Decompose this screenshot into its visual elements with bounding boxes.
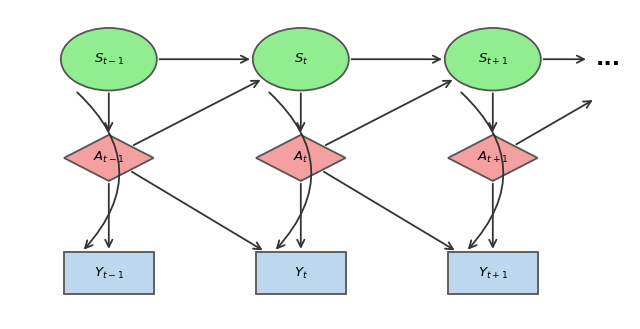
FancyBboxPatch shape (256, 252, 346, 294)
Text: $\mathit{A_t}$: $\mathit{A_t}$ (293, 150, 308, 165)
Polygon shape (64, 135, 154, 181)
Text: $\mathit{Y_{t-1}}$: $\mathit{Y_{t-1}}$ (93, 266, 124, 281)
Ellipse shape (253, 28, 349, 90)
Text: ...: ... (595, 49, 621, 69)
Text: $\mathit{A_{t-1}}$: $\mathit{A_{t-1}}$ (93, 150, 125, 165)
Text: $\mathit{Y_t}$: $\mathit{Y_t}$ (294, 266, 308, 281)
Text: $\mathit{S_{t+1}}$: $\mathit{S_{t+1}}$ (477, 52, 508, 67)
FancyBboxPatch shape (448, 252, 538, 294)
Ellipse shape (61, 28, 157, 90)
Text: $\mathit{A_{t+1}}$: $\mathit{A_{t+1}}$ (477, 150, 509, 165)
Polygon shape (448, 135, 538, 181)
Ellipse shape (445, 28, 541, 90)
FancyBboxPatch shape (64, 252, 154, 294)
Text: $\mathit{Y_{t+1}}$: $\mathit{Y_{t+1}}$ (477, 266, 508, 281)
Text: $\mathit{S_{t-1}}$: $\mathit{S_{t-1}}$ (93, 52, 124, 67)
Polygon shape (256, 135, 346, 181)
Text: $\mathit{S_t}$: $\mathit{S_t}$ (294, 52, 308, 67)
